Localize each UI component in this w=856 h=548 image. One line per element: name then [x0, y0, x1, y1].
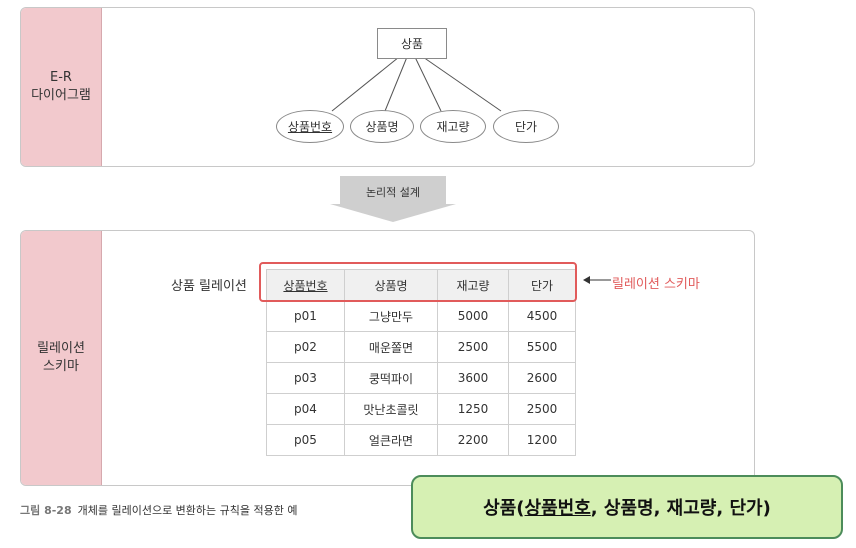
column-header: 상품명	[344, 269, 438, 301]
attribute-ellipse-key: 상품번호	[276, 110, 344, 143]
schema-highlight-box	[259, 262, 577, 302]
schema-label: 릴레이션 스키마	[612, 277, 700, 292]
column-header: 재고량	[437, 269, 509, 301]
table-cell: 2500	[437, 331, 509, 363]
relation-schema-panel: 릴레이션 스키마 상품 릴레이션 상품번호 상품명 재고량 단가 p01 그냥만…	[20, 230, 755, 486]
table-cell: p02	[266, 331, 345, 363]
figure-caption: 그림 8-28 개체를 릴레이션으로 변환하는 규칙을 적용한 예	[20, 502, 298, 518]
table-row: p02 매운쫄면 2500 5500	[266, 331, 576, 363]
table-cell: p01	[266, 300, 345, 332]
connector-line	[331, 56, 400, 112]
attribute-ellipse: 단가	[493, 110, 559, 143]
table-cell: 3600	[437, 362, 509, 394]
connector-line	[384, 56, 408, 112]
figure-caption-text: 개체를 릴레이션으로 변환하는 규칙을 적용한 예	[77, 504, 298, 517]
connector-line	[422, 56, 502, 112]
attribute-ellipse: 재고량	[420, 110, 486, 143]
table-row: p01 그냥만두 5000 4500	[266, 300, 576, 332]
column-header-key: 상품번호	[266, 269, 345, 301]
relation-label-line-2: 스키마	[43, 359, 79, 374]
schema-notation-callout: 상품(상품번호, 상품명, 재고량, 단가)	[411, 475, 843, 539]
down-arrow-icon	[330, 176, 456, 222]
table-cell: 매운쫄면	[344, 331, 438, 363]
table-cell: 맛난초콜릿	[344, 393, 438, 425]
table-row: p03 쿵떡파이 3600 2600	[266, 362, 576, 394]
er-label-line-1: E-R	[50, 70, 72, 85]
column-header: 단가	[508, 269, 576, 301]
callout-prefix: 상품(	[483, 498, 525, 519]
figure-number: 그림 8-28	[20, 504, 72, 517]
table-cell: 1200	[508, 424, 576, 456]
table-cell: 5000	[437, 300, 509, 332]
table-cell: 4500	[508, 300, 576, 332]
callout-rest: , 상품명, 재고량, 단가)	[590, 498, 771, 519]
relation-title: 상품 릴레이션	[171, 279, 247, 294]
relation-table: 상품번호 상품명 재고량 단가 p01 그냥만두 5000 4500 p02 매…	[266, 269, 576, 456]
attribute-ellipse: 상품명	[350, 110, 414, 143]
table-cell: 2600	[508, 362, 576, 394]
table-cell: 얼큰라면	[344, 424, 438, 456]
er-connector-lines	[331, 56, 502, 112]
table-row: p04 맛난초콜릿 1250 2500	[266, 393, 576, 425]
entity-box: 상품	[377, 28, 447, 59]
table-cell: 1250	[437, 393, 509, 425]
arrow-label: 논리적 설계	[365, 186, 421, 199]
table-cell: 2500	[508, 393, 576, 425]
table-cell: 그냥만두	[344, 300, 438, 332]
table-cell: 5500	[508, 331, 576, 363]
table-cell: 2200	[437, 424, 509, 456]
er-label-line-2: 다이어그램	[31, 88, 91, 103]
relation-panel-label: 릴레이션 스키마	[21, 231, 102, 485]
relation-label-line-1: 릴레이션	[37, 341, 85, 356]
table-cell: p04	[266, 393, 345, 425]
connector-line	[414, 56, 442, 112]
arrow-left-icon	[583, 276, 611, 284]
er-diagram-panel: E-R 다이어그램 상품 상품번호 상품명 재고량 단가	[20, 7, 755, 167]
table-cell: p05	[266, 424, 345, 456]
table-cell: 쿵떡파이	[344, 362, 438, 394]
table-row: p05 얼큰라면 2200 1200	[266, 424, 576, 456]
callout-key-attribute: 상품번호	[524, 498, 591, 519]
table-header-row: 상품번호 상품명 재고량 단가	[266, 269, 576, 301]
er-panel-label: E-R 다이어그램	[21, 8, 102, 166]
table-cell: p03	[266, 362, 345, 394]
